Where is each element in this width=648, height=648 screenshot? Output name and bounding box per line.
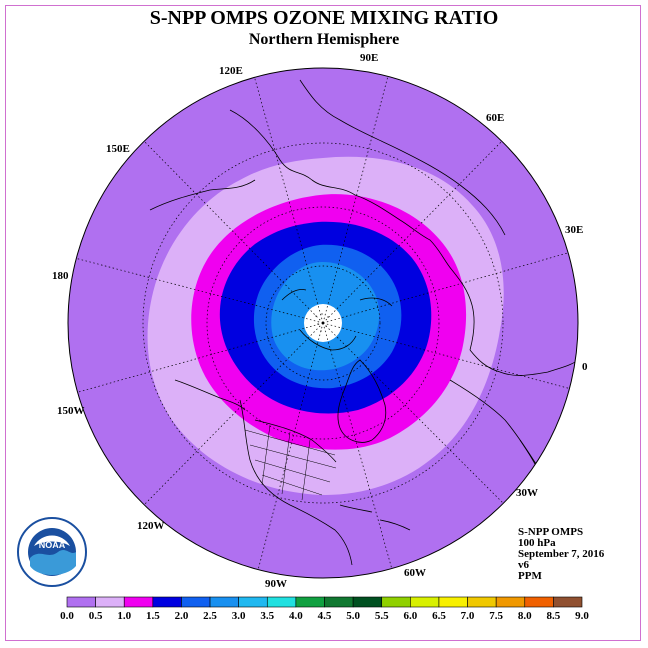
colorbar-tick-label: 6.0 [403,610,417,622]
colorbar-segment [295,596,325,608]
lon-label-150e: 150E [106,143,130,155]
colorbar-segment [467,596,497,608]
longitude-labels: 90E 60E 30E 0 30W 60W 90W 120W 150W 180 … [52,52,588,590]
latitude-circles [142,142,504,504]
info-unit: PPM [518,570,542,582]
colorbar-tick-label: 5.5 [375,610,389,622]
lon-label-120e: 120E [219,65,243,77]
colorbar-segment [152,596,182,608]
lon-label-150w: 150W [57,405,85,417]
colorbar-tick-label: 6.5 [432,610,446,622]
colorbar-segment [410,596,440,608]
colorbar-tick-label: 8.0 [518,610,532,622]
colorbar-segment [381,596,411,608]
colorbar-tick-label: 1.0 [117,610,131,622]
colorbar-tick-label: 4.0 [289,610,303,622]
map-subtitle: Northern Hemisphere [248,31,400,48]
colorbar-segment [553,596,583,608]
colorbar-tick-label: 2.0 [175,610,189,622]
lon-label-90w: 90W [265,578,287,590]
meridians [70,71,576,575]
colorbar-segment [95,596,125,608]
colorbar-tick-label: 7.5 [489,610,503,622]
colorbar-segment [181,596,211,608]
colorbar-segment [495,596,526,608]
colorbar-segment [66,596,96,608]
colorbar-tick-label: 9.0 [575,610,589,622]
colorbar-tick-label: 0.5 [89,610,103,622]
lon-label-90e: 90E [360,52,378,64]
figure-frame [5,5,641,641]
political-boundaries [244,424,337,501]
info-date: September 7, 2016 [518,548,605,560]
colorbar-tick-label: 4.5 [318,610,332,622]
logo-text: NOAA [39,540,66,550]
lon-label-0: 0 [582,361,588,373]
colorbar-tick-label: 8.5 [547,610,561,622]
colorbar-segment [524,596,554,608]
lon-label-120w: 120W [137,520,165,532]
lon-label-60e: 60E [486,112,504,124]
noaa-logo: NOAA [17,517,87,587]
colorbar-tick-label: 3.5 [260,610,274,622]
lon-label-180: 180 [52,270,69,282]
map-title: S-NPP OMPS OZONE MIXING RATIO [149,7,499,29]
info-version: v6 [518,559,529,571]
colorbar-tick-label: 5.0 [346,610,360,622]
colorbar-segment [352,596,383,608]
colorbar-segment [209,596,239,608]
lon-label-60w: 60W [404,567,426,579]
colorbar-tick-label: 7.0 [461,610,475,622]
colorbar-tick-label: 3.0 [232,610,246,622]
info-instrument: S-NPP OMPS [518,526,584,538]
colorbar-segment [123,596,154,608]
colorbar-segment [324,596,354,608]
colorbar-segment [438,596,468,608]
colorbar: 0.0 0.5 1.0 1.5 2.0 2.5 3.0 3.5 4.0 4.5 5.0 5.5 6.0 6… [60,596,589,622]
colorbar-tick-label: 1.5 [146,610,160,622]
colorbar-tick-label: 0.0 [60,610,74,622]
colorbar-segment [238,596,268,608]
info-level: 100 hPa [518,537,556,549]
lon-label-30e: 30E [565,224,583,236]
colorbar-segment [266,596,297,608]
lon-label-30w: 30W [516,487,538,499]
colorbar-tick-label: 2.5 [203,610,217,622]
